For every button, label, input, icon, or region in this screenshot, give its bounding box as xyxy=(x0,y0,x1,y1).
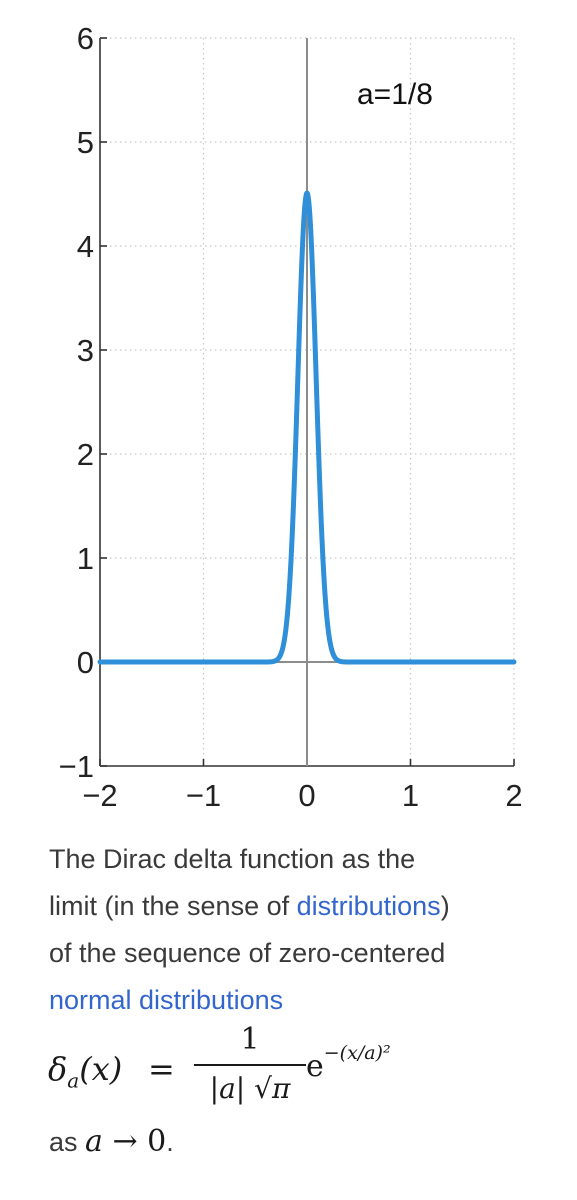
formula-exponential: e−(x/a)² xyxy=(306,1042,391,1084)
y-tick-label: 0 xyxy=(77,645,94,680)
caption-line-3: of the sequence of zero-centered xyxy=(49,938,446,968)
caption-line-2-before: limit (in the sense of xyxy=(49,891,297,921)
formula-sub: a xyxy=(67,1068,80,1093)
caption-line-2-after: ) xyxy=(440,891,450,921)
distributions-link[interactable]: distributions xyxy=(296,891,441,921)
condition-suffix: . xyxy=(166,1127,174,1157)
delta-formula: δa(x) = 1 |a| √π e−(x/a)² xyxy=(48,1020,568,1130)
x-tick-label: 1 xyxy=(402,778,419,813)
y-tick-label: 5 xyxy=(77,125,94,160)
y-tick-label: −1 xyxy=(59,749,94,784)
condition-var: a xyxy=(85,1124,103,1159)
chart-annotation: a=1/8 xyxy=(357,78,433,111)
condition-arrow: → xyxy=(102,1124,148,1159)
formula-arg: (x) xyxy=(79,1050,123,1088)
x-tick-label: −2 xyxy=(82,778,117,813)
y-tick-label: 6 xyxy=(77,21,94,56)
y-tick-label: 3 xyxy=(77,333,94,368)
formula-delta: δ xyxy=(48,1050,68,1088)
formula-denominator: |a| √π xyxy=(209,1072,291,1105)
y-tick-label: 1 xyxy=(77,541,94,576)
formula-exponent: −(x/a)² xyxy=(323,1042,391,1064)
y-tick-label: 4 xyxy=(77,229,94,264)
series-line-0 xyxy=(97,190,517,665)
series-group xyxy=(97,190,517,665)
figure-caption: The Dirac delta function as the limit (i… xyxy=(49,836,559,1024)
formula-numerator: 1 xyxy=(240,1022,260,1057)
formula-condition: as a → 0. xyxy=(49,1124,174,1159)
condition-limit: 0 xyxy=(147,1124,167,1159)
formula-equals: = xyxy=(148,1050,175,1088)
formula-lhs: δa(x) xyxy=(48,1050,122,1092)
fraction-bar xyxy=(194,1064,306,1066)
formula-e: e xyxy=(306,1049,324,1084)
x-tick-label: 0 xyxy=(298,778,315,813)
caption-line-1: The Dirac delta function as the xyxy=(49,844,416,874)
formula-fraction: 1 |a| √π xyxy=(194,1020,306,1112)
x-tick-label: 2 xyxy=(505,778,522,813)
x-tick-label: −1 xyxy=(186,778,221,813)
normal-distributions-link[interactable]: normal distributions xyxy=(49,985,284,1015)
condition-prefix: as xyxy=(49,1127,86,1157)
y-tick-label: 2 xyxy=(77,437,94,472)
